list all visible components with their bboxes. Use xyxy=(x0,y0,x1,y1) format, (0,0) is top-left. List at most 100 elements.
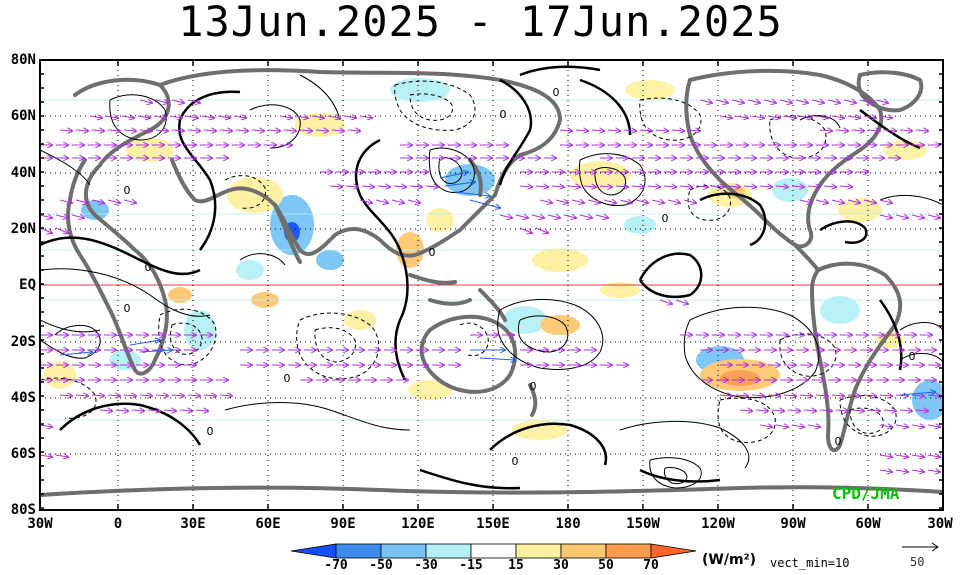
wind-vector xyxy=(115,410,128,411)
reference-vector-value: 50 xyxy=(910,555,925,569)
wind-vector xyxy=(843,100,856,103)
wind-vector xyxy=(299,130,312,131)
wind-vector xyxy=(233,116,246,118)
wind-vector xyxy=(219,130,232,131)
wind-vector xyxy=(315,130,328,131)
reference-vector xyxy=(902,542,939,552)
wind-vector xyxy=(879,455,892,457)
wind-vector xyxy=(185,116,198,118)
wind-vector xyxy=(719,116,732,118)
wind-vector xyxy=(851,410,864,411)
contour-label: 0 xyxy=(145,261,152,274)
wind-vector xyxy=(867,410,880,411)
wind-vector xyxy=(663,186,676,187)
colorbar-label-15: 15 xyxy=(508,558,524,573)
wind-vector xyxy=(59,130,72,131)
wind-vector xyxy=(771,410,784,411)
wind-vector xyxy=(759,186,772,187)
contour-label: 0 xyxy=(429,246,436,259)
wind-vector xyxy=(123,200,136,203)
wind-vector xyxy=(655,130,668,131)
wind-vector xyxy=(815,200,828,203)
wind-vector xyxy=(75,395,88,396)
wind-vector xyxy=(835,410,848,411)
wind-vector xyxy=(531,215,544,218)
wind-vector xyxy=(815,395,828,396)
colorbar-box xyxy=(605,543,652,559)
wind-vector xyxy=(169,116,182,118)
wind-vector xyxy=(499,215,512,218)
wind-vector xyxy=(783,395,796,396)
frame-ticks xyxy=(39,59,944,510)
wind-vectors xyxy=(40,100,940,472)
wind-vector xyxy=(879,470,892,472)
colorbar-box xyxy=(515,543,562,559)
colorbar-box xyxy=(650,543,697,559)
wind-vector xyxy=(695,186,708,187)
wind-vector xyxy=(203,395,216,396)
lon-label-30e: 30E xyxy=(180,516,206,532)
wind-vector xyxy=(131,410,144,411)
wind-vector xyxy=(815,116,828,118)
wind-vector xyxy=(201,116,214,118)
wind-vector xyxy=(235,130,248,131)
lat-label-80s: 80S xyxy=(10,502,36,518)
lon-label-150w: 150W xyxy=(626,516,660,532)
wind-vector xyxy=(875,100,888,103)
wind-vector xyxy=(763,100,776,103)
wind-vector xyxy=(547,215,560,218)
lat-label-20n: 20N xyxy=(10,221,36,237)
wind-vector xyxy=(311,116,324,118)
wind-vector xyxy=(743,186,756,187)
wind-vector xyxy=(519,186,532,187)
wind-vector xyxy=(775,425,788,427)
wind-vector xyxy=(391,200,404,203)
wind-vector xyxy=(91,395,104,396)
wind-vector xyxy=(89,116,102,118)
wind-vector xyxy=(347,130,360,131)
lat-label-60n: 60N xyxy=(10,108,36,124)
wind-vector xyxy=(55,455,68,457)
wind-vector xyxy=(823,186,836,187)
wind-vector xyxy=(187,130,200,131)
wind-vector xyxy=(591,130,604,131)
colorbar-label-m15: -15 xyxy=(459,558,483,573)
wind-vector xyxy=(799,116,812,118)
wind-vector xyxy=(879,395,892,396)
wind-vector xyxy=(599,186,612,187)
wind-vector xyxy=(927,215,940,218)
wind-vector xyxy=(895,425,908,427)
wind-vector xyxy=(751,395,764,396)
colorbar-box xyxy=(425,543,472,559)
wind-vector xyxy=(735,395,748,396)
lon-label-120e: 120E xyxy=(401,516,435,532)
wind-vector xyxy=(121,116,134,118)
wind-vector xyxy=(807,425,820,427)
wind-vector xyxy=(595,215,608,218)
wind-vector xyxy=(59,395,72,396)
wind-vector xyxy=(107,395,120,396)
wind-vector xyxy=(775,186,788,187)
wind-vector xyxy=(219,395,232,396)
wind-vector xyxy=(683,200,696,203)
wind-vector xyxy=(879,116,892,118)
wind-vector xyxy=(40,215,52,218)
wind-vector xyxy=(535,186,548,187)
wind-vector xyxy=(107,130,120,131)
wind-vector xyxy=(863,116,876,118)
wind-vector xyxy=(735,116,748,118)
wind-vector xyxy=(393,186,406,187)
wind-vector xyxy=(927,455,940,457)
lat-label-eq: EQ xyxy=(19,277,36,293)
contour-label: 0 xyxy=(284,372,291,385)
wind-vector xyxy=(551,186,564,187)
lat-label-60s: 60S xyxy=(10,446,36,462)
colorbar-box xyxy=(560,543,607,559)
wind-vector xyxy=(59,200,72,203)
wind-vector xyxy=(731,100,744,103)
wind-vector xyxy=(251,130,264,131)
wind-vector xyxy=(515,215,528,218)
contour-label: 0 xyxy=(207,425,214,438)
lat-label-40s: 40S xyxy=(10,390,36,406)
